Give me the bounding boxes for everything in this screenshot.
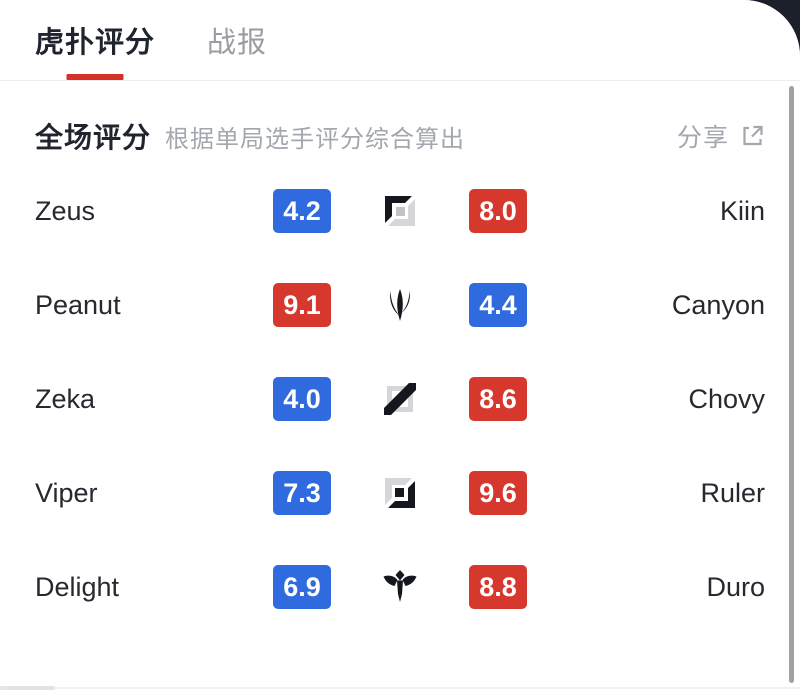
player-name-left: Zeka xyxy=(35,383,96,414)
score-badge-right[interactable]: 4.4 xyxy=(469,283,527,327)
jungle-icon xyxy=(381,286,419,324)
share-button[interactable]: 分享 xyxy=(677,118,765,154)
score-cluster: 4.0 8.6 xyxy=(273,377,527,421)
score-badge-left[interactable]: 4.2 xyxy=(273,189,331,233)
player-name-left: Delight xyxy=(35,571,120,602)
mid-lane-icon xyxy=(381,380,419,418)
section-title: 全场评分 xyxy=(35,122,152,153)
tab-bar: 虎扑评分 战报 xyxy=(0,0,800,81)
active-tab-underline xyxy=(66,74,124,80)
share-label: 分享 xyxy=(676,124,729,152)
tab-hupu-rating-label: 虎扑评分 xyxy=(35,27,156,59)
score-badge-right[interactable]: 9.6 xyxy=(469,471,527,515)
share-external-icon xyxy=(739,123,765,149)
rating-row: Delight 6.9 8.8 Duro xyxy=(0,540,800,634)
score-badge-left[interactable]: 6.9 xyxy=(273,565,331,609)
score-cluster: 7.3 9.6 xyxy=(273,471,527,515)
tab-battle-report-label: 战报 xyxy=(207,27,268,59)
score-badge-right[interactable]: 8.6 xyxy=(469,377,527,421)
support-icon xyxy=(381,568,419,606)
bot-lane-icon xyxy=(381,474,419,512)
tab-battle-report[interactable]: 战报 xyxy=(207,0,267,80)
vertical-scrollbar-thumb[interactable] xyxy=(789,86,794,683)
section-header: 全场评分 根据单局选手评分综合算出 分享 xyxy=(0,108,800,164)
player-name-right: Ruler xyxy=(700,477,765,508)
score-cluster: 4.2 8.0 xyxy=(273,189,527,233)
score-badge-right[interactable]: 8.8 xyxy=(469,565,527,609)
rating-row: Peanut 9.1 4.4 Canyon xyxy=(0,258,800,352)
score-cluster: 6.9 8.8 xyxy=(273,565,527,609)
score-badge-right[interactable]: 8.0 xyxy=(469,189,527,233)
player-name-left: Zeus xyxy=(35,195,96,226)
player-name-right: Chovy xyxy=(688,383,765,414)
player-name-right: Canyon xyxy=(671,289,765,320)
rating-row: Zeka 4.0 8.6 Chovy xyxy=(0,352,800,446)
rating-rows: Zeus 4.2 8.0 Kiin Peanut 9.1 xyxy=(0,164,800,634)
score-badge-left[interactable]: 7.3 xyxy=(273,471,331,515)
rating-row: Viper 7.3 9.6 Ruler xyxy=(0,446,800,540)
rating-row: Zeus 4.2 8.0 Kiin xyxy=(0,164,800,258)
player-name-right: Kiin xyxy=(719,195,765,226)
horizontal-scrollbar-thumb[interactable] xyxy=(0,686,55,690)
tab-hupu-rating[interactable]: 虎扑评分 xyxy=(35,0,155,80)
section-subtitle: 根据单局选手评分综合算出 xyxy=(165,125,466,153)
score-badge-left[interactable]: 4.0 xyxy=(273,377,331,421)
score-cluster: 9.1 4.4 xyxy=(273,283,527,327)
player-name-left: Viper xyxy=(35,477,98,508)
player-name-right: Duro xyxy=(706,571,765,602)
player-name-left: Peanut xyxy=(35,289,121,320)
top-lane-icon xyxy=(381,192,419,230)
bottom-divider xyxy=(0,687,800,689)
score-badge-left[interactable]: 9.1 xyxy=(273,283,331,327)
